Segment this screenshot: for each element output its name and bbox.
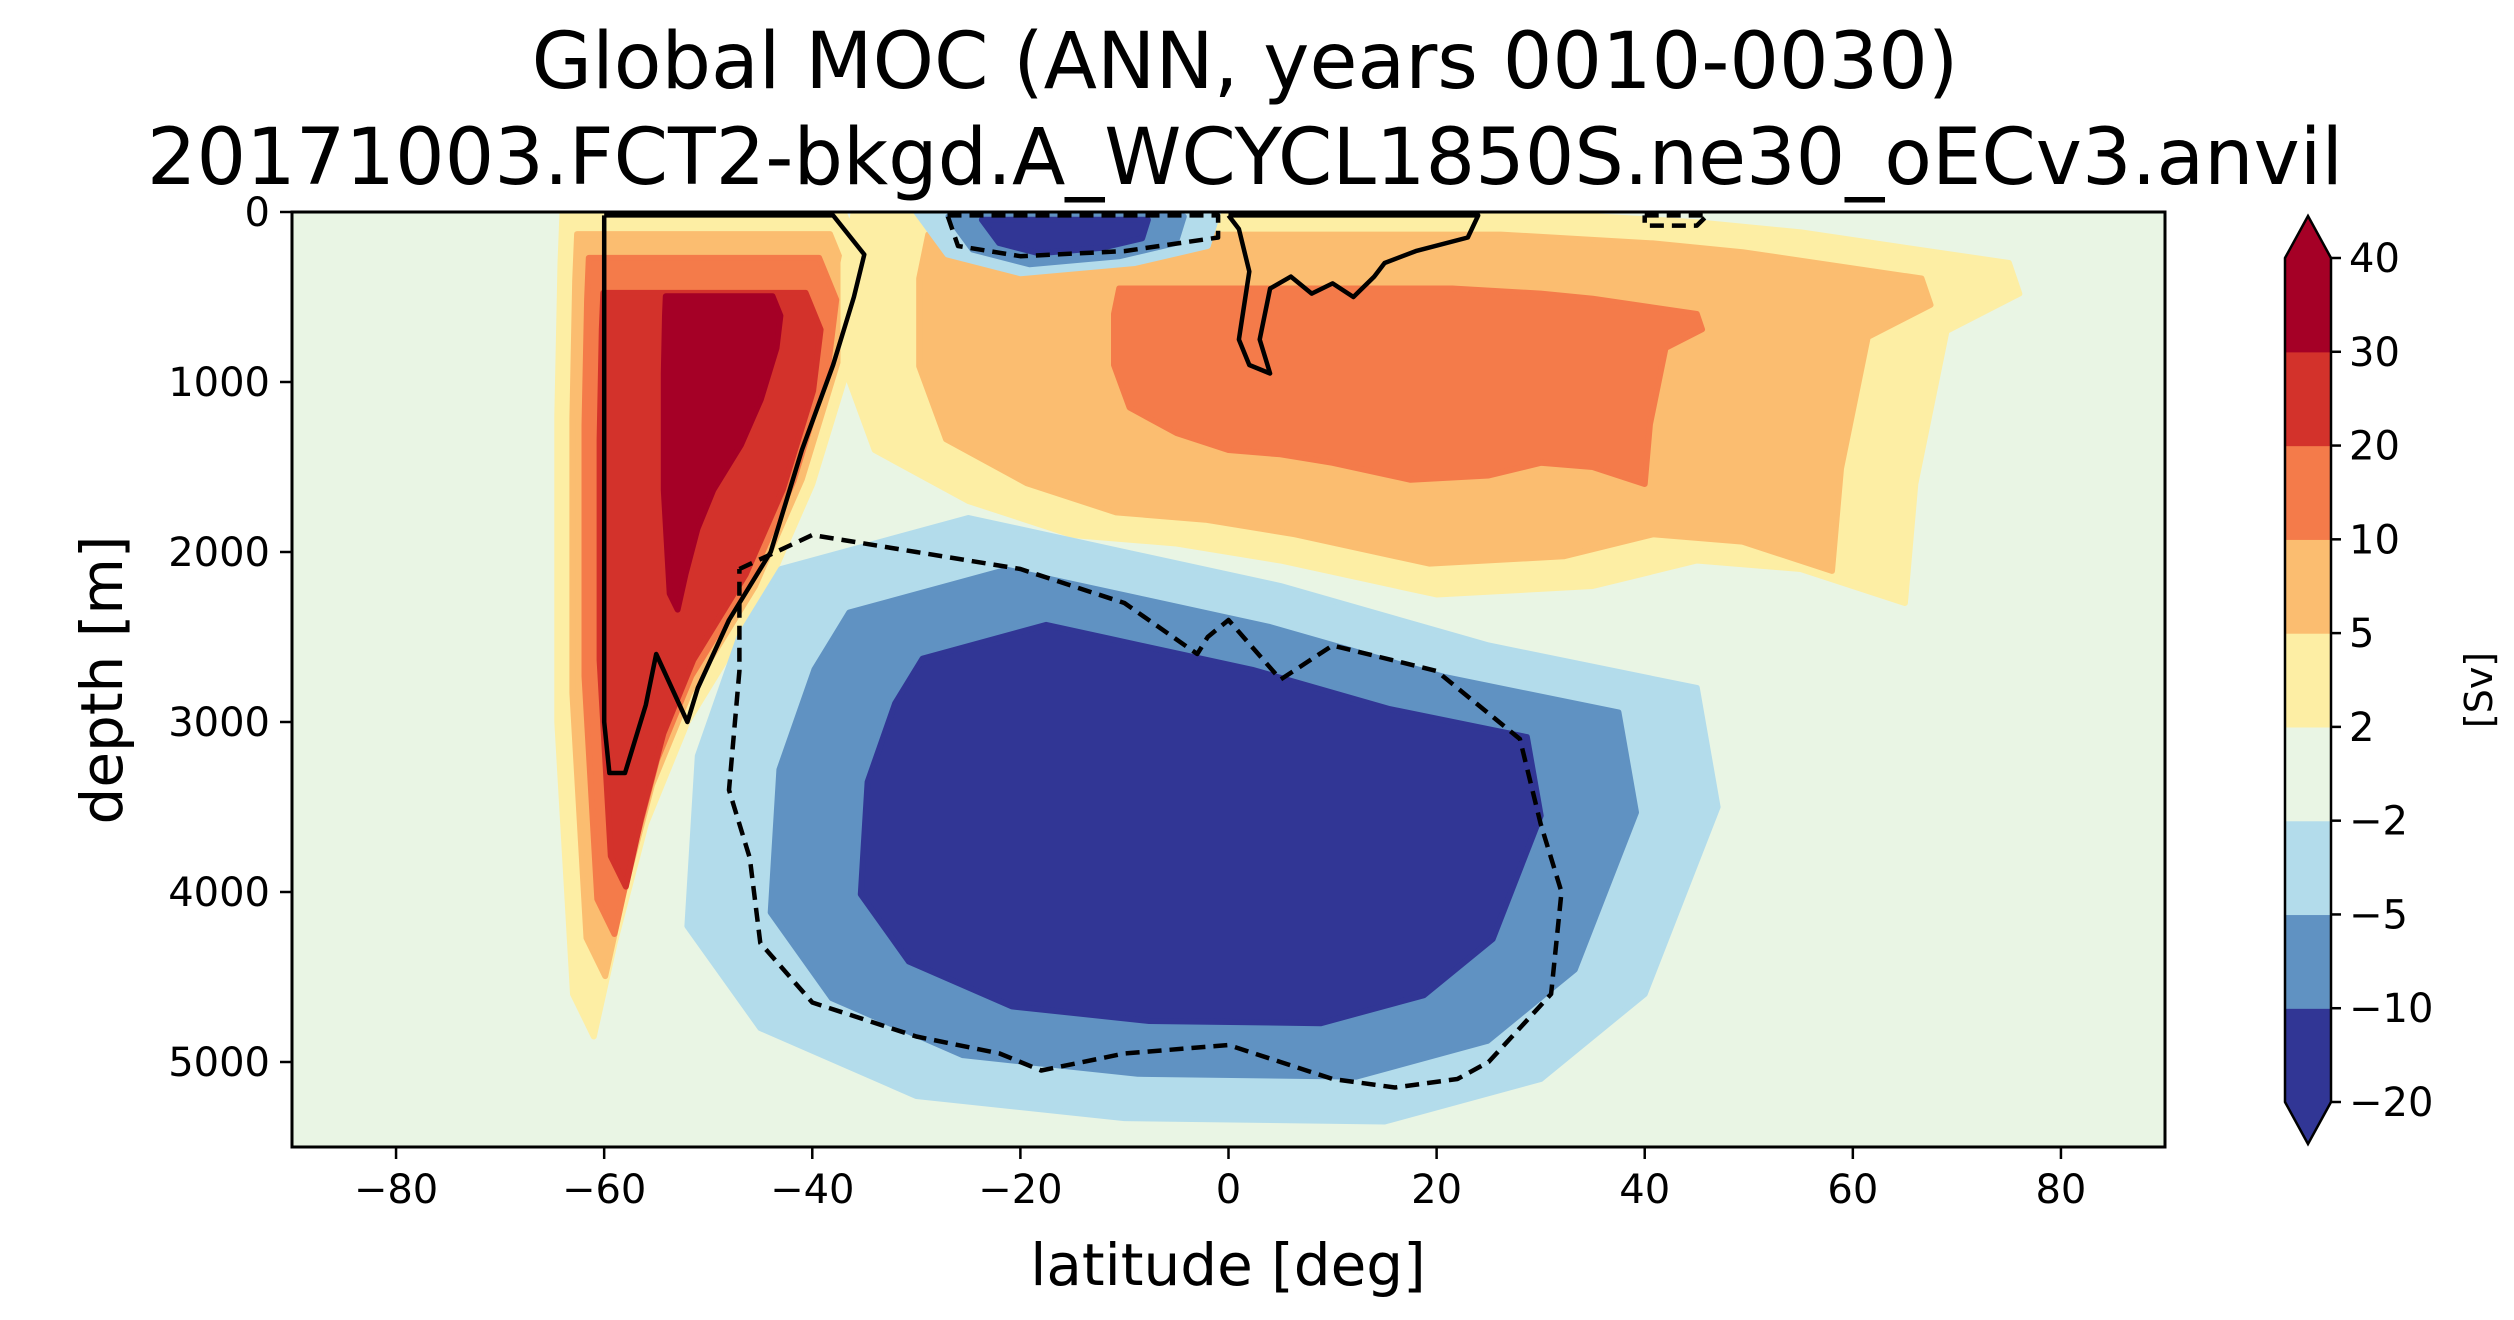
x-tick-label: 40 — [1619, 1167, 1670, 1213]
contour-line--10-2 — [726, 532, 1564, 1090]
colorbar-segment — [2285, 539, 2331, 634]
y-tick-label: 4000 — [168, 870, 270, 916]
colorbar-tick-label: −5 — [2349, 892, 2408, 938]
colorbar-tick-label: 30 — [2349, 330, 2400, 376]
colorbar-segment — [2285, 820, 2331, 916]
contour-line-20-1 — [1226, 213, 1481, 376]
contour-fill-3-2 — [978, 216, 1151, 257]
colorbar-tick-label: −2 — [2349, 799, 2408, 845]
x-tick-label: 20 — [1411, 1167, 1462, 1213]
colorbar-tick-label: −20 — [2349, 1080, 2433, 1126]
colorbar-segment — [2285, 1008, 2331, 1103]
x-tick-label: −40 — [770, 1167, 854, 1213]
x-tick-label: −20 — [978, 1167, 1062, 1213]
contour-fill-0-4 — [660, 293, 784, 613]
contour-fill-2-2 — [857, 621, 1544, 1027]
y-axis-label: depth [m] — [68, 535, 136, 824]
contour-lines — [601, 213, 1710, 1090]
chart-title: Global MOC (ANN, years 0010-0030) — [532, 17, 1959, 107]
y-tick-label: 1000 — [168, 360, 270, 406]
colorbar-under-arrow — [2285, 1102, 2331, 1144]
contour-fill-0-3 — [596, 289, 824, 890]
x-tick-label: 0 — [1216, 1167, 1241, 1213]
contour-line-20-0 — [601, 213, 867, 776]
chart-subtitle: 20171003.FCT2-bkgd.A_WCYCL1850S.ne30_oEC… — [147, 113, 2343, 203]
y-axis: 0 1000 2000 3000 4000 5000 — [168, 190, 292, 1086]
y-tick-label: 3000 — [168, 700, 270, 746]
colorbar-tick-label: 10 — [2349, 517, 2400, 563]
colorbar-tick-label: 20 — [2349, 424, 2400, 470]
x-tick-label: −60 — [562, 1167, 646, 1213]
x-tick-label: 60 — [1827, 1167, 1878, 1213]
x-tick-label: 80 — [2035, 1167, 2086, 1213]
colorbar-segment — [2285, 726, 2331, 822]
colorbar-tick-label: −10 — [2349, 986, 2433, 1032]
y-tick-label: 2000 — [168, 530, 270, 576]
colorbar-segment — [2285, 445, 2331, 540]
x-tick-label: −80 — [354, 1167, 438, 1213]
colorbar-segment — [2285, 258, 2331, 353]
contour-line--10-3 — [945, 213, 1221, 259]
colorbar-label: [Sv] — [2457, 652, 2501, 728]
colorbar-segment — [2285, 914, 2331, 1009]
contour-fills — [554, 212, 2023, 1125]
x-axis-label: latitude [deg] — [1030, 1231, 1426, 1299]
y-tick-label: 5000 — [168, 1040, 270, 1086]
contour-line--10-4 — [1642, 213, 1710, 228]
colorbar-segment — [2285, 633, 2331, 728]
colorbar-over-arrow — [2285, 216, 2331, 258]
colorbar-tick-label: 2 — [2349, 705, 2374, 751]
colorbar-segment — [2285, 351, 2331, 447]
colorbar-tick-label: 5 — [2349, 611, 2374, 657]
y-tick-label: 0 — [245, 190, 270, 236]
colorbar: −20 −10 −5 −2 2 5 10 20 30 40 — [2283, 213, 2433, 1147]
x-axis: −80 −60 −40 −20 0 20 40 60 80 — [354, 1147, 2086, 1213]
colorbar-tick-label: 40 — [2349, 236, 2400, 282]
